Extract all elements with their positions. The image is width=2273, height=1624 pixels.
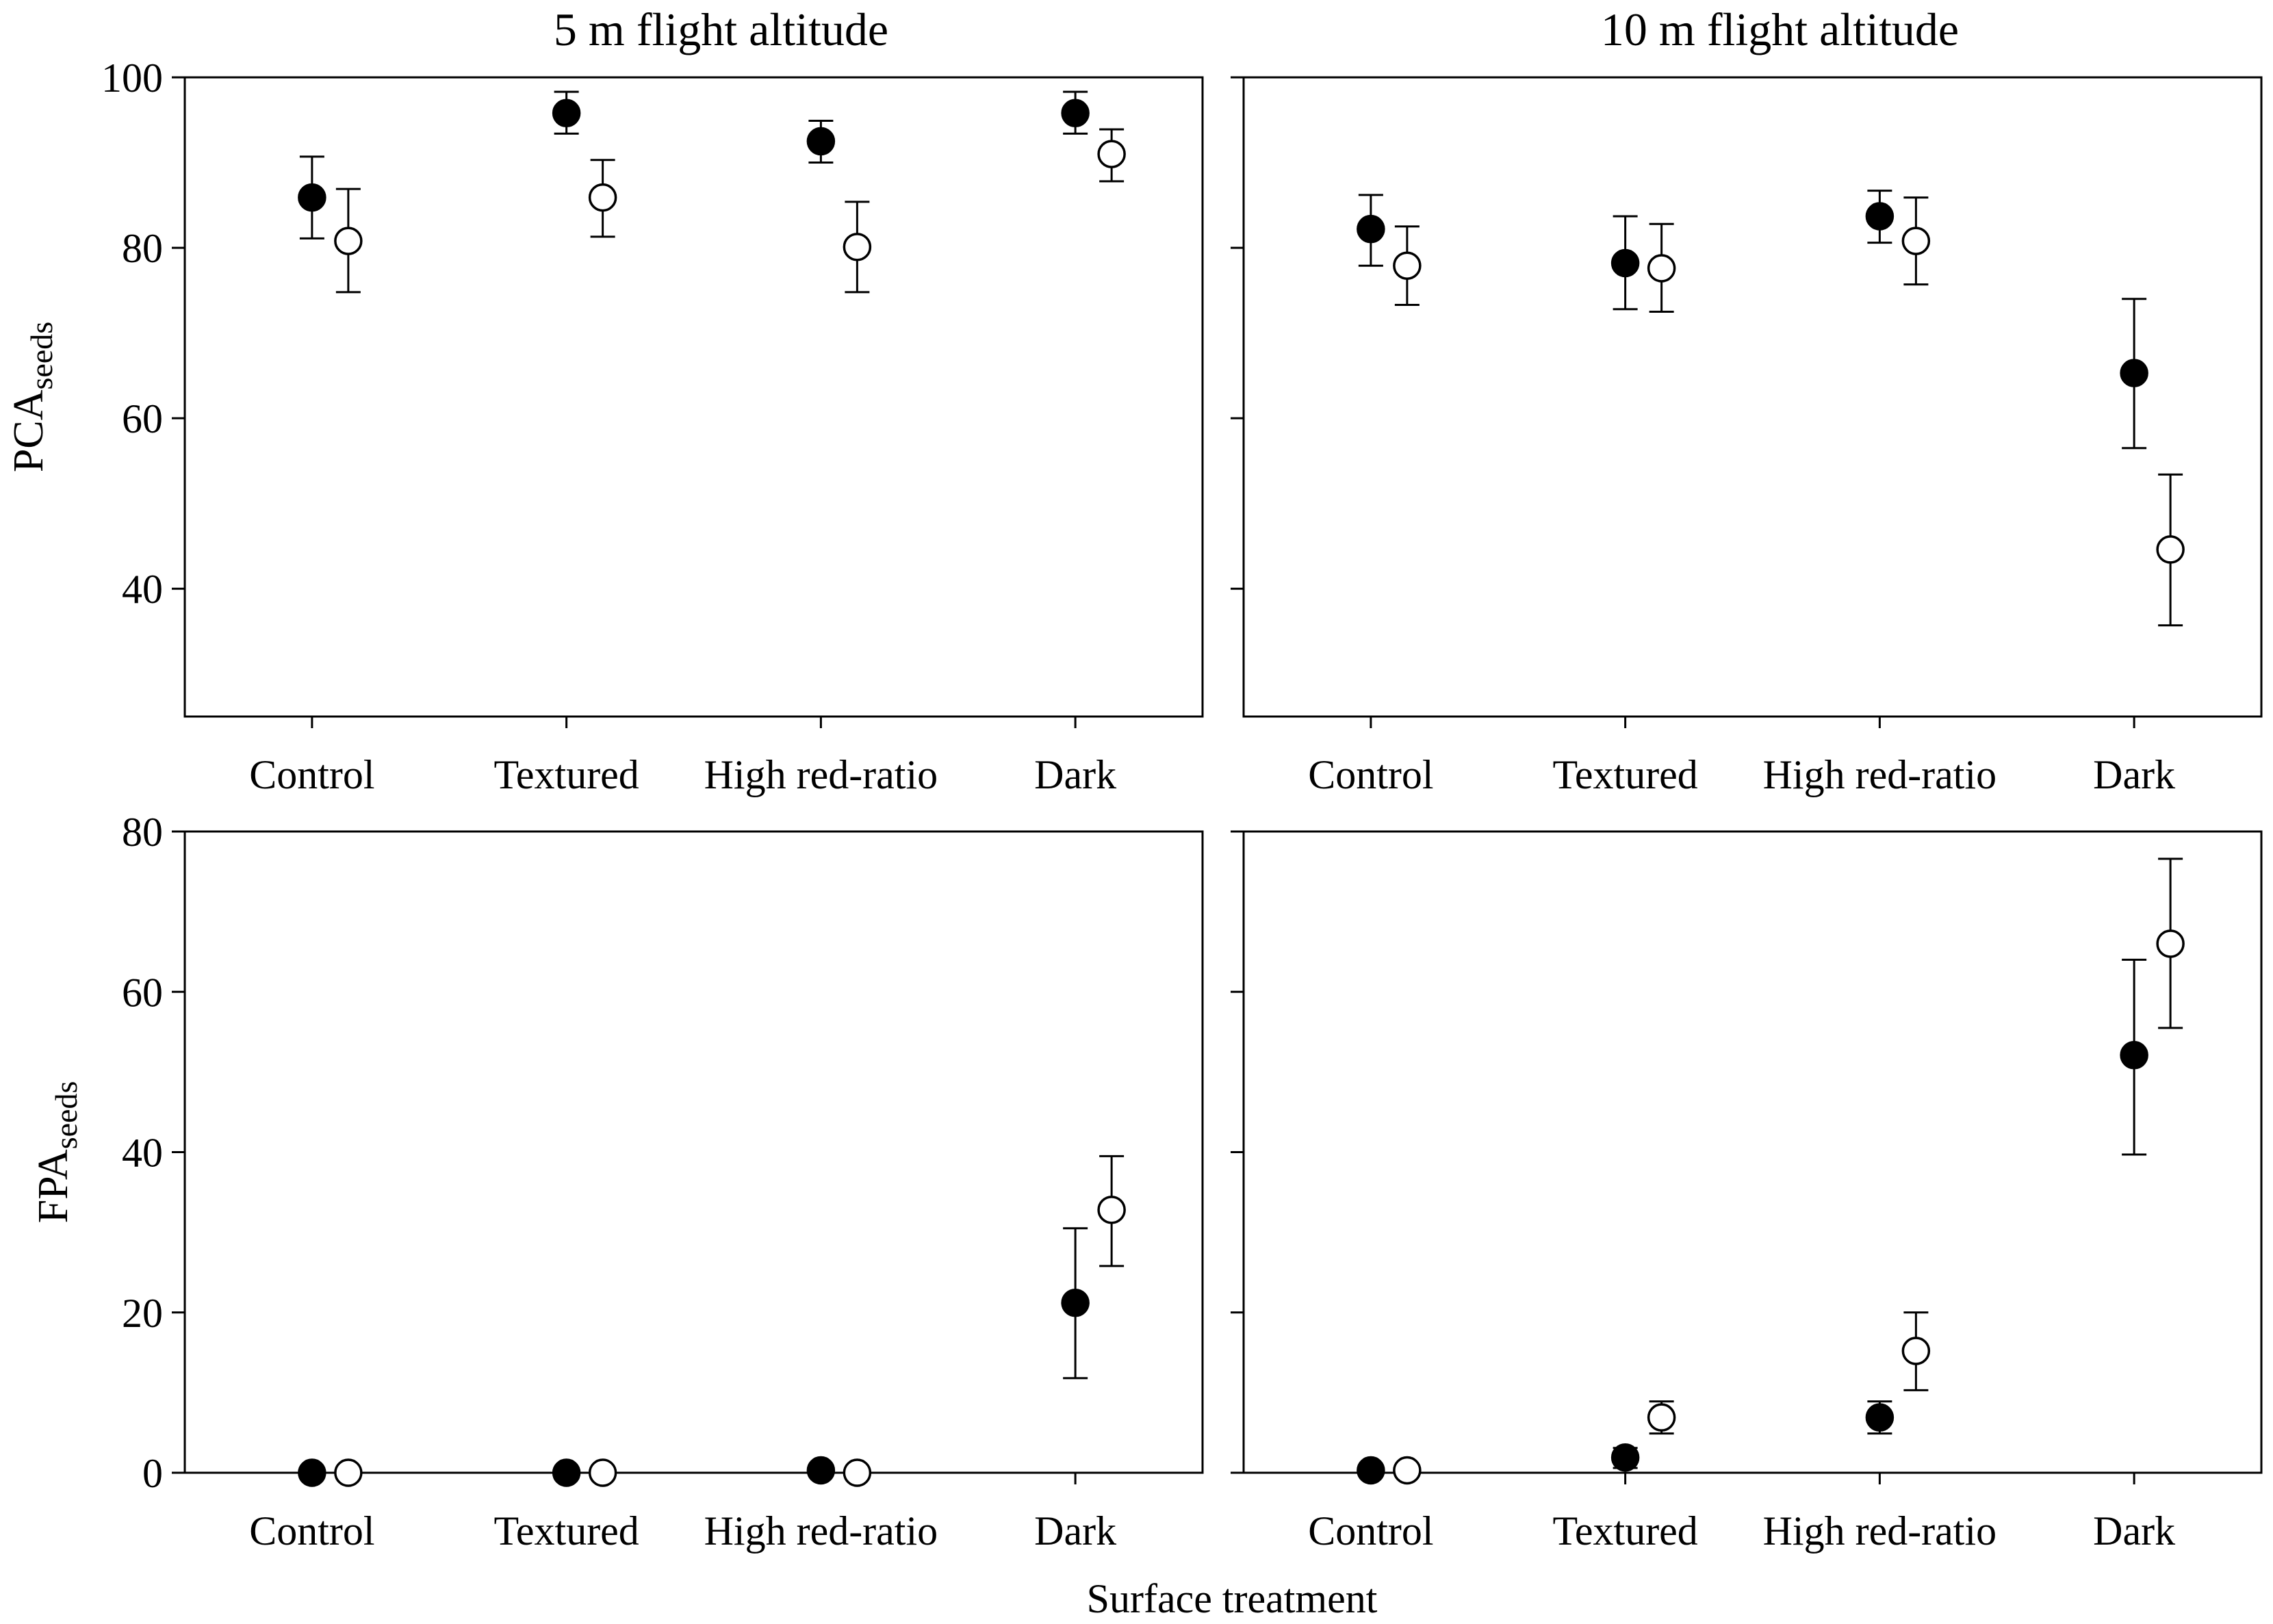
x-tick-label: Dark [2093, 752, 2175, 797]
series-1 [1357, 958, 2148, 1485]
open-point [1647, 254, 1676, 283]
filled-point [552, 99, 581, 128]
y-tick-label: 60 [122, 970, 163, 1015]
open-point [334, 1458, 363, 1487]
filled-point [1357, 1456, 1385, 1485]
open-point [1901, 227, 1931, 255]
x-tick-label: Textured [1552, 752, 1697, 797]
open-point [1393, 1456, 1422, 1485]
series-2 [334, 1155, 1126, 1487]
x-tick-label: Control [1308, 752, 1433, 797]
series-1 [298, 90, 1090, 240]
filled-point [2120, 359, 2148, 387]
open-point [588, 183, 617, 212]
filled-point [806, 127, 836, 156]
y-tick-label: 40 [122, 567, 163, 612]
filled-point [1865, 202, 1895, 231]
filled-point [1865, 1403, 1895, 1432]
series-2 [334, 128, 1126, 294]
panel-title: 10 m flight altitude [1601, 3, 1959, 55]
open-point [588, 1458, 617, 1487]
y-tick-label: 80 [122, 226, 163, 271]
panel-3: 0 20 40 60 80 Control Textured High red-ratio Da… [30, 810, 1204, 1554]
open-point [1901, 1337, 1931, 1365]
x-tick-label: High red-ratio [1763, 752, 1997, 797]
panel-4: Control Textured High red-ratio Dark [1231, 830, 2263, 1554]
x-tick-label: Control [249, 752, 374, 797]
open-point [843, 1458, 872, 1487]
panel-1: 40 60 80 100 Control Textured High red-ratio Da… [5, 3, 1204, 797]
x-tick-label: High red-ratio [1763, 1508, 1997, 1554]
open-point [843, 233, 872, 261]
y-tick-label: 60 [122, 396, 163, 441]
open-point [2156, 535, 2185, 564]
plot-frame [183, 76, 1204, 718]
x-tick-label: Textured [493, 752, 639, 797]
plot-frame [1242, 76, 2263, 718]
filled-point [2120, 1041, 2148, 1070]
x-tick-label: Dark [1034, 752, 1116, 797]
y-axis-label: FPAseeds [30, 1081, 84, 1224]
y-axis-label-main: PCA [5, 389, 52, 472]
x-tick-label: Dark [1034, 1508, 1116, 1554]
y-axis-label: PCAseeds [5, 322, 59, 472]
filled-point [1610, 1443, 1640, 1472]
open-point [1647, 1403, 1676, 1432]
series-2 [1393, 196, 2185, 627]
y-tick-label: 100 [101, 55, 163, 101]
filled-point [298, 183, 326, 212]
series-1 [298, 1227, 1090, 1487]
panel-2: Control Textured High red-ratio Dark 10 m fl… [1231, 3, 2263, 797]
x-tick-label: Dark [2093, 1508, 2175, 1554]
y-tick-label: 20 [122, 1291, 163, 1336]
filled-point [1610, 248, 1640, 278]
filled-point [1061, 1288, 1090, 1317]
series-1 [1357, 190, 2148, 450]
open-point [2156, 929, 2185, 958]
filled-point [1061, 99, 1090, 128]
filled-point [552, 1458, 581, 1487]
y-tick-label: 40 [122, 1131, 163, 1176]
filled-point [298, 1458, 326, 1487]
y-tick-label: 0 [142, 1451, 163, 1496]
open-point [1393, 251, 1422, 280]
y-axis-label-main: FPA [30, 1149, 77, 1223]
y-tick-label: 80 [122, 810, 163, 855]
x-tick-label: Control [1308, 1508, 1433, 1554]
open-point [1097, 140, 1126, 168]
y-axis-label-subscript: seeds [49, 1081, 84, 1150]
x-tick-label: Textured [1552, 1508, 1697, 1554]
x-tick-label: High red-ratio [704, 752, 938, 797]
y-axis-label-subscript: seeds [24, 322, 59, 390]
x-tick-label: High red-ratio [704, 1508, 938, 1554]
x-tick-label: Textured [493, 1508, 639, 1554]
open-point [1097, 1196, 1126, 1224]
series-2 [1393, 858, 2185, 1485]
panel-title: 5 m flight altitude [554, 3, 888, 55]
x-tick-label: Control [249, 1508, 374, 1554]
filled-point [1357, 214, 1385, 244]
filled-point [806, 1456, 836, 1485]
open-point [334, 227, 363, 255]
x-axis-label: Surface treatment [1087, 1576, 1378, 1621]
